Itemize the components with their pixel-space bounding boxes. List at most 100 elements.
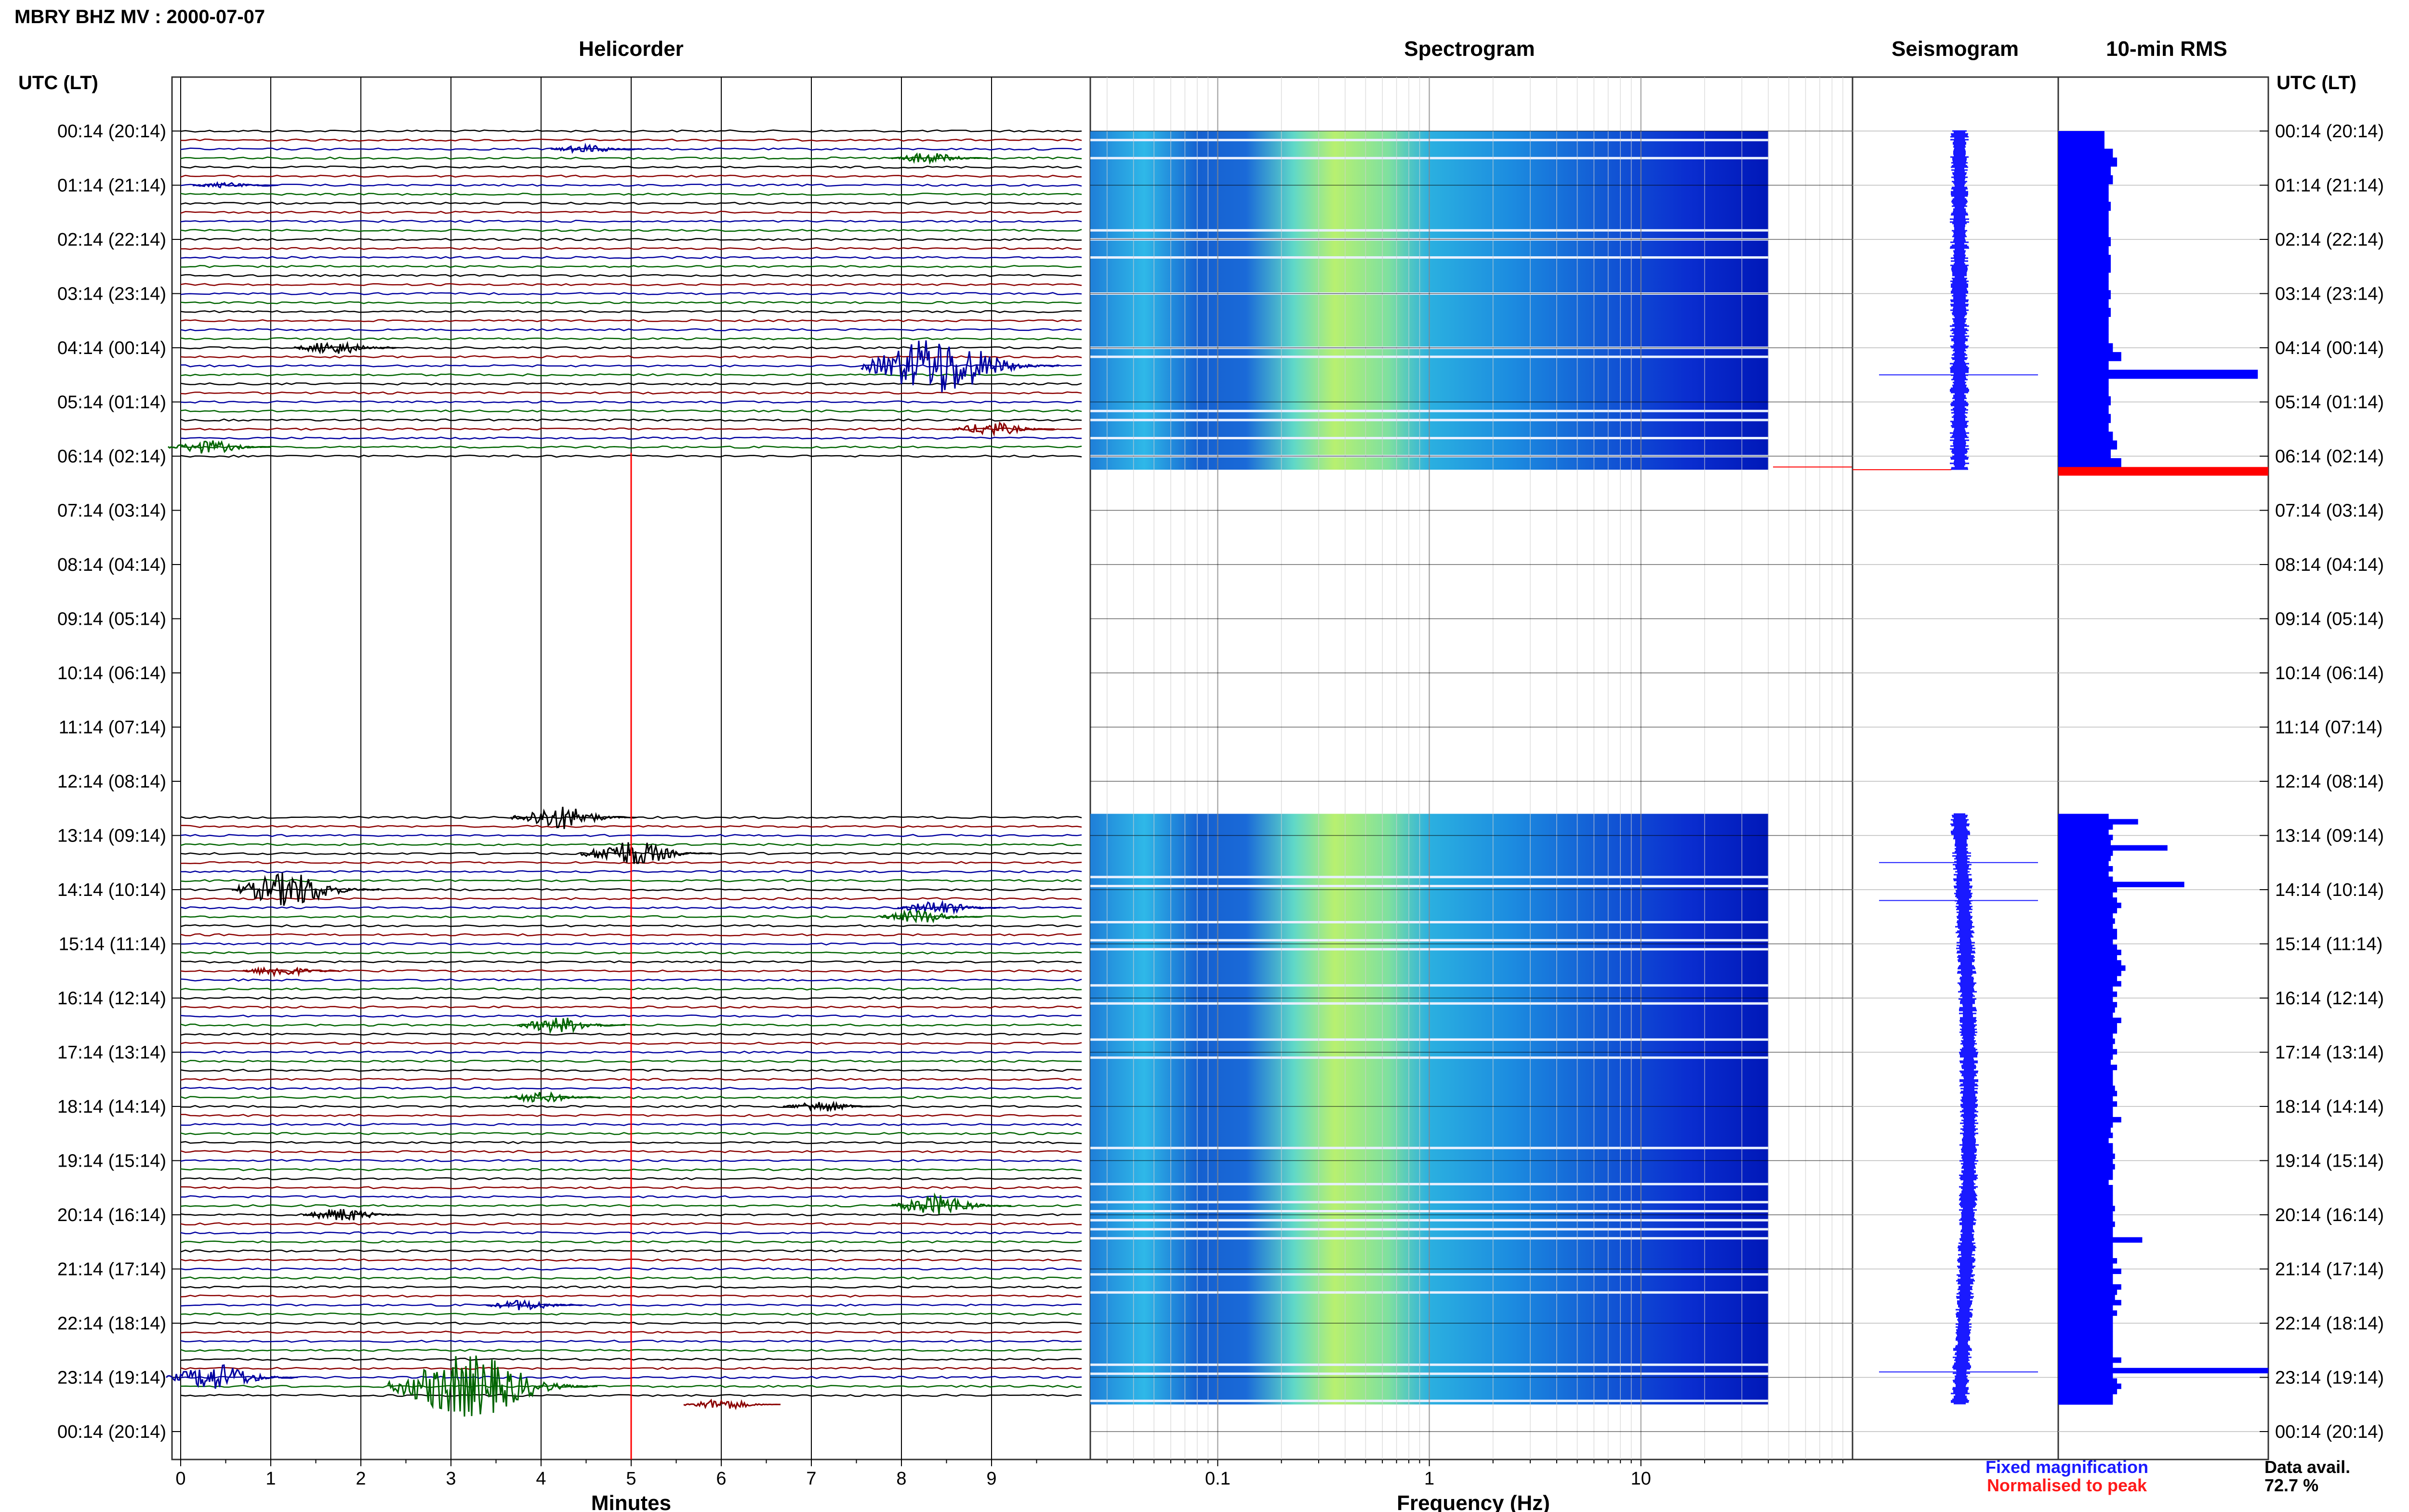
- rms-bar: [2058, 965, 2126, 971]
- rms-bar: [2058, 1331, 2113, 1337]
- rms-bar: [2058, 1148, 2113, 1154]
- time-label-right: 01:14 (21:14): [2275, 176, 2384, 196]
- helicorder-event: [890, 152, 988, 165]
- rms-bar: [2058, 1158, 2113, 1165]
- rms-bar: [2058, 887, 2118, 893]
- helicorder-event: [879, 909, 982, 924]
- rms-bar: [2058, 934, 2118, 940]
- rms-bar: [2058, 1075, 2113, 1081]
- rms-bar: [2058, 1248, 2113, 1253]
- rms-bar: [2058, 1258, 2118, 1264]
- rms-bar: [2058, 325, 2109, 335]
- time-label-right: 02:14 (22:14): [2275, 230, 2384, 250]
- rms-bar: [2058, 1023, 2118, 1028]
- rms-bar: [2058, 219, 2109, 229]
- station-title: MBRY BHZ MV : 2000-07-07: [14, 6, 265, 27]
- rms-bar: [2058, 1017, 2121, 1024]
- time-label-right: 21:14 (17:14): [2275, 1260, 2384, 1280]
- rms-bar: [2058, 1195, 2113, 1201]
- time-label-right: 11:14 (07:14): [2275, 718, 2383, 738]
- time-label-left: 17:14 (13:14): [57, 1043, 166, 1063]
- time-label-right: 08:14 (04:14): [2275, 555, 2384, 575]
- rms-bar: [2058, 907, 2118, 914]
- rms-bar: [2058, 361, 2109, 370]
- rms-bar: [2058, 228, 2109, 237]
- rms-bar: [2058, 422, 2109, 432]
- rms-bar: [2058, 1367, 2268, 1374]
- rms-bar: [2058, 1039, 2115, 1044]
- helicorder-event: [782, 1100, 880, 1112]
- time-label-right: 16:14 (12:14): [2275, 988, 2384, 1009]
- time-label-left: 12:14 (08:14): [57, 772, 166, 792]
- helicorder-trace: [180, 256, 1082, 259]
- rms-bar: [2058, 334, 2109, 344]
- rms-bar: [2058, 892, 2113, 898]
- helicorder-trace: [180, 364, 1082, 368]
- helicorder-event: [897, 899, 1001, 915]
- time-label-right: 00:14 (20:14): [2275, 121, 2384, 142]
- rms-bar: [2058, 981, 2121, 987]
- time-label-left: 09:14 (05:14): [57, 609, 166, 630]
- rms-bar: [2058, 1180, 2109, 1185]
- helicorder-trace: [180, 446, 1082, 449]
- minute-tick-label: 5: [626, 1469, 636, 1489]
- time-label-left: 04:14 (00:14): [57, 338, 166, 358]
- rms-bar: [2058, 1106, 2113, 1112]
- utc-lt-label-left: UTC (LT): [18, 72, 98, 93]
- rms-bar: [2058, 254, 2111, 264]
- helicorder-event: [303, 1209, 406, 1221]
- rms-bar: [2058, 1127, 2111, 1133]
- rms-bar: [2058, 1085, 2115, 1091]
- rms-bar: [2058, 1143, 2113, 1149]
- helicorder-trace: [180, 418, 1082, 422]
- utc-lt-label-right: UTC (LT): [2277, 72, 2356, 93]
- rms-bar: [2058, 1357, 2121, 1363]
- time-label-right: 13:14 (09:14): [2275, 826, 2384, 846]
- helicorder-trace: [180, 427, 1082, 431]
- rms-bar: [2058, 272, 2109, 282]
- rms-bar: [2058, 1096, 2113, 1102]
- time-label-right: 07:14 (03:14): [2275, 501, 2384, 521]
- helicorder-trace: [180, 382, 1082, 386]
- helicorder-trace: [180, 283, 1082, 286]
- rms-bar: [2058, 997, 2113, 1002]
- rms-bar: [2058, 929, 2118, 934]
- helicorder-trace: [180, 319, 1082, 322]
- rms-bar: [2058, 939, 2113, 945]
- time-label-left: 07:14 (03:14): [57, 501, 166, 521]
- helicorder-trace: [180, 292, 1082, 295]
- time-label-right: 14:14 (10:14): [2275, 880, 2384, 900]
- time-label-left: 08:14 (04:14): [57, 555, 166, 575]
- rms-bar: [2058, 1070, 2113, 1076]
- time-label-left: 00:14 (20:14): [57, 121, 166, 142]
- rms-bar: [2058, 458, 2121, 467]
- rms-bar: [2058, 850, 2113, 856]
- spectrogram-heading: Spectrogram: [1404, 37, 1535, 61]
- rms-bar: [2058, 1237, 2143, 1243]
- time-label-right: 10:14 (06:14): [2275, 663, 2384, 684]
- rms-bar: [2058, 369, 2258, 379]
- helicorder-trace: [180, 274, 1082, 277]
- rms-bar: [2058, 140, 2105, 149]
- helicorder-trace: [180, 355, 1082, 359]
- seismogram-heading: Seismogram: [1892, 37, 2019, 61]
- rms-bar: [2058, 1091, 2118, 1096]
- rms-bar: [2058, 876, 2113, 882]
- rms-bar: [2058, 343, 2113, 353]
- helicorder-x-title: Minutes: [591, 1491, 671, 1512]
- helicorder-trace: [180, 220, 1082, 223]
- rms-bar: [2058, 1232, 2113, 1237]
- rms-normalised-bar: [2058, 467, 2268, 476]
- helicorder-trace: [180, 228, 1082, 232]
- rms-bar: [2058, 1012, 2113, 1018]
- helicorder-event: [516, 1017, 625, 1035]
- rms-bar: [2058, 1279, 2113, 1285]
- rms-bar: [2058, 1211, 2113, 1217]
- minute-tick-label: 8: [896, 1469, 906, 1489]
- rms-bar: [2058, 432, 2113, 441]
- rms-bar: [2058, 918, 2115, 924]
- rms-bar: [2058, 1028, 2118, 1034]
- rms-bar: [2058, 1352, 2113, 1358]
- rms-bar: [2058, 975, 2118, 982]
